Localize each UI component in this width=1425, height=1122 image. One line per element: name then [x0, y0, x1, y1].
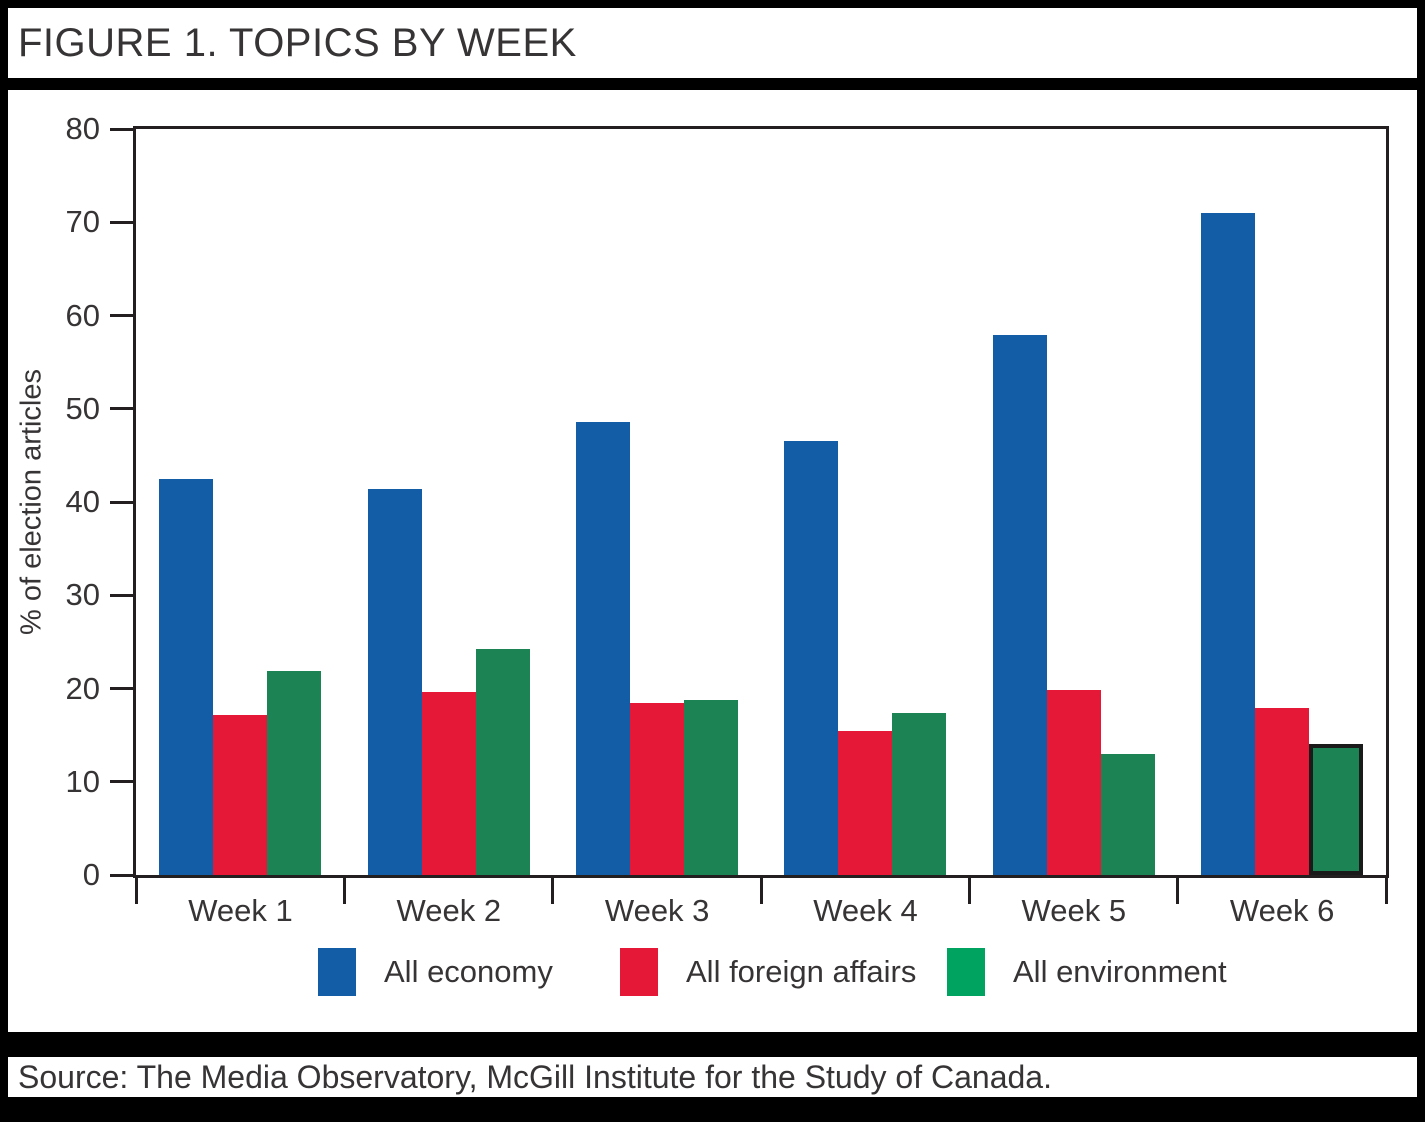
legend-swatch-all-environment — [947, 948, 985, 996]
bar-week4-all-economy — [784, 441, 839, 875]
y-axis-tick — [110, 127, 136, 131]
category-separator-tick — [759, 875, 763, 904]
bar-week5-all-economy — [992, 335, 1047, 875]
x-axis-category-label: Week 4 — [813, 893, 918, 928]
y-axis-tick-label: 30 — [65, 577, 100, 613]
legend-label: All environment — [1013, 954, 1227, 989]
bar-week3-all-foreign-affairs — [629, 703, 684, 875]
y-axis-tick — [110, 593, 136, 597]
bar-week6-all-economy — [1200, 212, 1255, 875]
legend-item: All economy — [318, 947, 553, 997]
plot-area: % of election articles 0 10 20 30 40 50 60 70 80… — [16, 111, 1389, 928]
category-separator-tick — [1384, 875, 1388, 904]
y-axis-tick — [110, 873, 136, 877]
y-axis-tick-label: 40 — [65, 484, 100, 519]
y-axis-tick — [110, 220, 136, 224]
bar-week1-all-economy — [159, 478, 214, 875]
category-separator-tick — [551, 875, 555, 904]
y-axis-tick-label: 10 — [65, 763, 100, 799]
bottom-divider-band — [8, 1032, 1417, 1057]
legend-swatch-all-economy — [318, 948, 356, 996]
y-axis-tick — [110, 687, 136, 690]
x-axis-category-label: Week 5 — [1021, 893, 1127, 928]
y-axis-tick — [110, 407, 136, 411]
category-separator-tick — [967, 875, 971, 904]
y-axis-tick-label: 50 — [65, 390, 100, 426]
x-axis-category-label: Week 3 — [604, 893, 710, 928]
y-axis-tick — [110, 780, 136, 784]
footer-band — [8, 1097, 1417, 1114]
bar-week2-all-environment — [475, 649, 530, 875]
bar-week2-all-foreign-affairs — [421, 692, 476, 875]
bar-week4-all-environment — [892, 712, 947, 875]
category-separator-tick — [134, 875, 138, 904]
legend-label: All economy — [384, 954, 553, 989]
y-axis-tick-label: 70 — [65, 204, 100, 240]
category-separator-tick — [342, 875, 346, 904]
bar-week2-all-economy — [367, 488, 422, 875]
y-axis-tick-label: 80 — [65, 111, 100, 146]
y-axis-tick-label: 0 — [82, 857, 100, 892]
figure-title: FIGURE 1. TOPICS BY WEEK — [18, 20, 577, 65]
top-divider-band — [8, 78, 1417, 90]
bar-week6-all-environment — [1308, 743, 1363, 875]
chart-area: % of election articles 0 10 20 30 40 50 60 70 80… — [8, 90, 1417, 1032]
x-axis-category-label: Week 1 — [188, 893, 293, 928]
legend-item: All environment — [947, 947, 1227, 997]
y-axis-tick — [110, 500, 136, 504]
figure-title-strip: FIGURE 1. TOPICS BY WEEK — [8, 8, 1417, 78]
bar-week1-all-foreign-affairs — [213, 714, 268, 875]
x-axis-category-label: Week 2 — [396, 893, 502, 928]
legend-item: All foreign affairs — [620, 947, 916, 997]
bar-week5-all-environment — [1100, 753, 1155, 875]
y-axis-tick-label: 20 — [65, 670, 100, 706]
bar-week3-all-economy — [575, 421, 630, 875]
bar-week6-all-foreign-affairs — [1254, 708, 1309, 875]
bar-week1-all-environment — [267, 670, 322, 875]
source-text: Source: The Media Observatory, McGill In… — [18, 1058, 1052, 1095]
legend-swatch-all-foreign-affairs — [620, 948, 658, 996]
category-separator-tick — [1176, 875, 1180, 904]
y-axis-tick-label: 60 — [65, 297, 100, 333]
bar-week3-all-environment — [683, 699, 738, 875]
y-axis-tick — [110, 314, 136, 317]
source-strip: Source: The Media Observatory, McGill In… — [8, 1057, 1417, 1097]
bar-week4-all-foreign-affairs — [838, 731, 893, 875]
bar-week5-all-foreign-affairs — [1046, 690, 1101, 875]
legend-label: All foreign affairs — [686, 954, 917, 989]
x-axis-category-label: Week 6 — [1229, 893, 1335, 928]
